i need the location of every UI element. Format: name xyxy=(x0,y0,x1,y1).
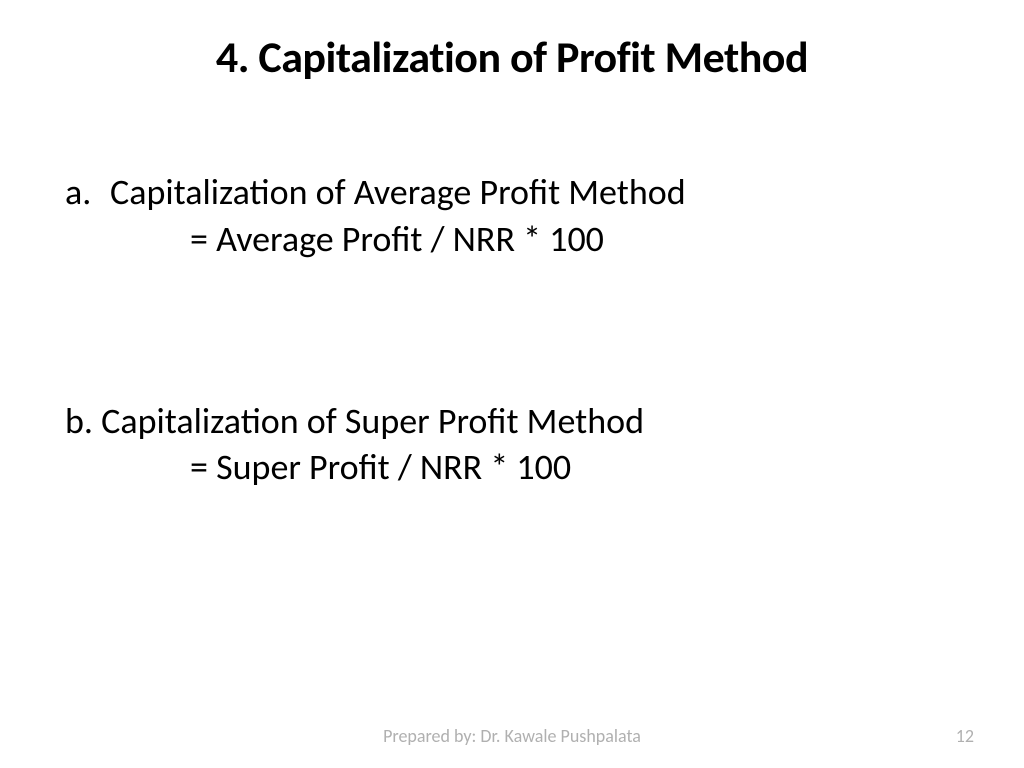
item-b-row: b. Capitalization of Super Profit Method xyxy=(40,398,984,445)
list-item-b: b. Capitalization of Super Profit Method… xyxy=(40,398,984,492)
item-b-formula: = Super Profit / NRR * 100 xyxy=(40,444,984,491)
item-b-marker: b. xyxy=(65,399,93,443)
list-item-a: a.Capitalization of Average Profit Metho… xyxy=(40,169,984,263)
slide-content: a.Capitalization of Average Profit Metho… xyxy=(40,169,984,491)
item-a-formula: = Average Profit / NRR * 100 xyxy=(40,216,984,263)
item-a-label-text: Capitalization of Average Profit Method xyxy=(110,170,686,214)
item-b-label-text: Capitalization of Super Profit Method xyxy=(101,399,644,443)
slide-container: 4. Capitalization of Profit Method a.Cap… xyxy=(0,0,1024,768)
item-a-marker: a. xyxy=(65,169,110,216)
footer-page-number: 12 xyxy=(956,725,974,747)
footer-author: Prepared by: Dr. Kawale Pushpalata xyxy=(383,725,641,747)
slide-title: 4. Capitalization of Profit Method xyxy=(40,30,984,84)
item-a-row: a.Capitalization of Average Profit Metho… xyxy=(40,169,984,216)
